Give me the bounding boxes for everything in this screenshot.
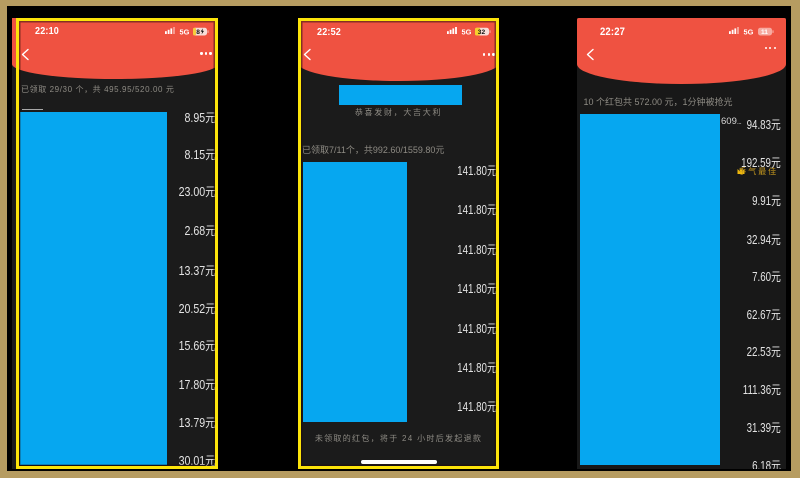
- svg-text:32: 32: [478, 29, 486, 36]
- svg-text:11: 11: [761, 29, 768, 36]
- svg-text:5G: 5G: [462, 27, 472, 36]
- svg-text:8: 8: [196, 29, 200, 36]
- svg-text:5G: 5G: [180, 27, 190, 36]
- svg-text:5G: 5G: [743, 27, 753, 36]
